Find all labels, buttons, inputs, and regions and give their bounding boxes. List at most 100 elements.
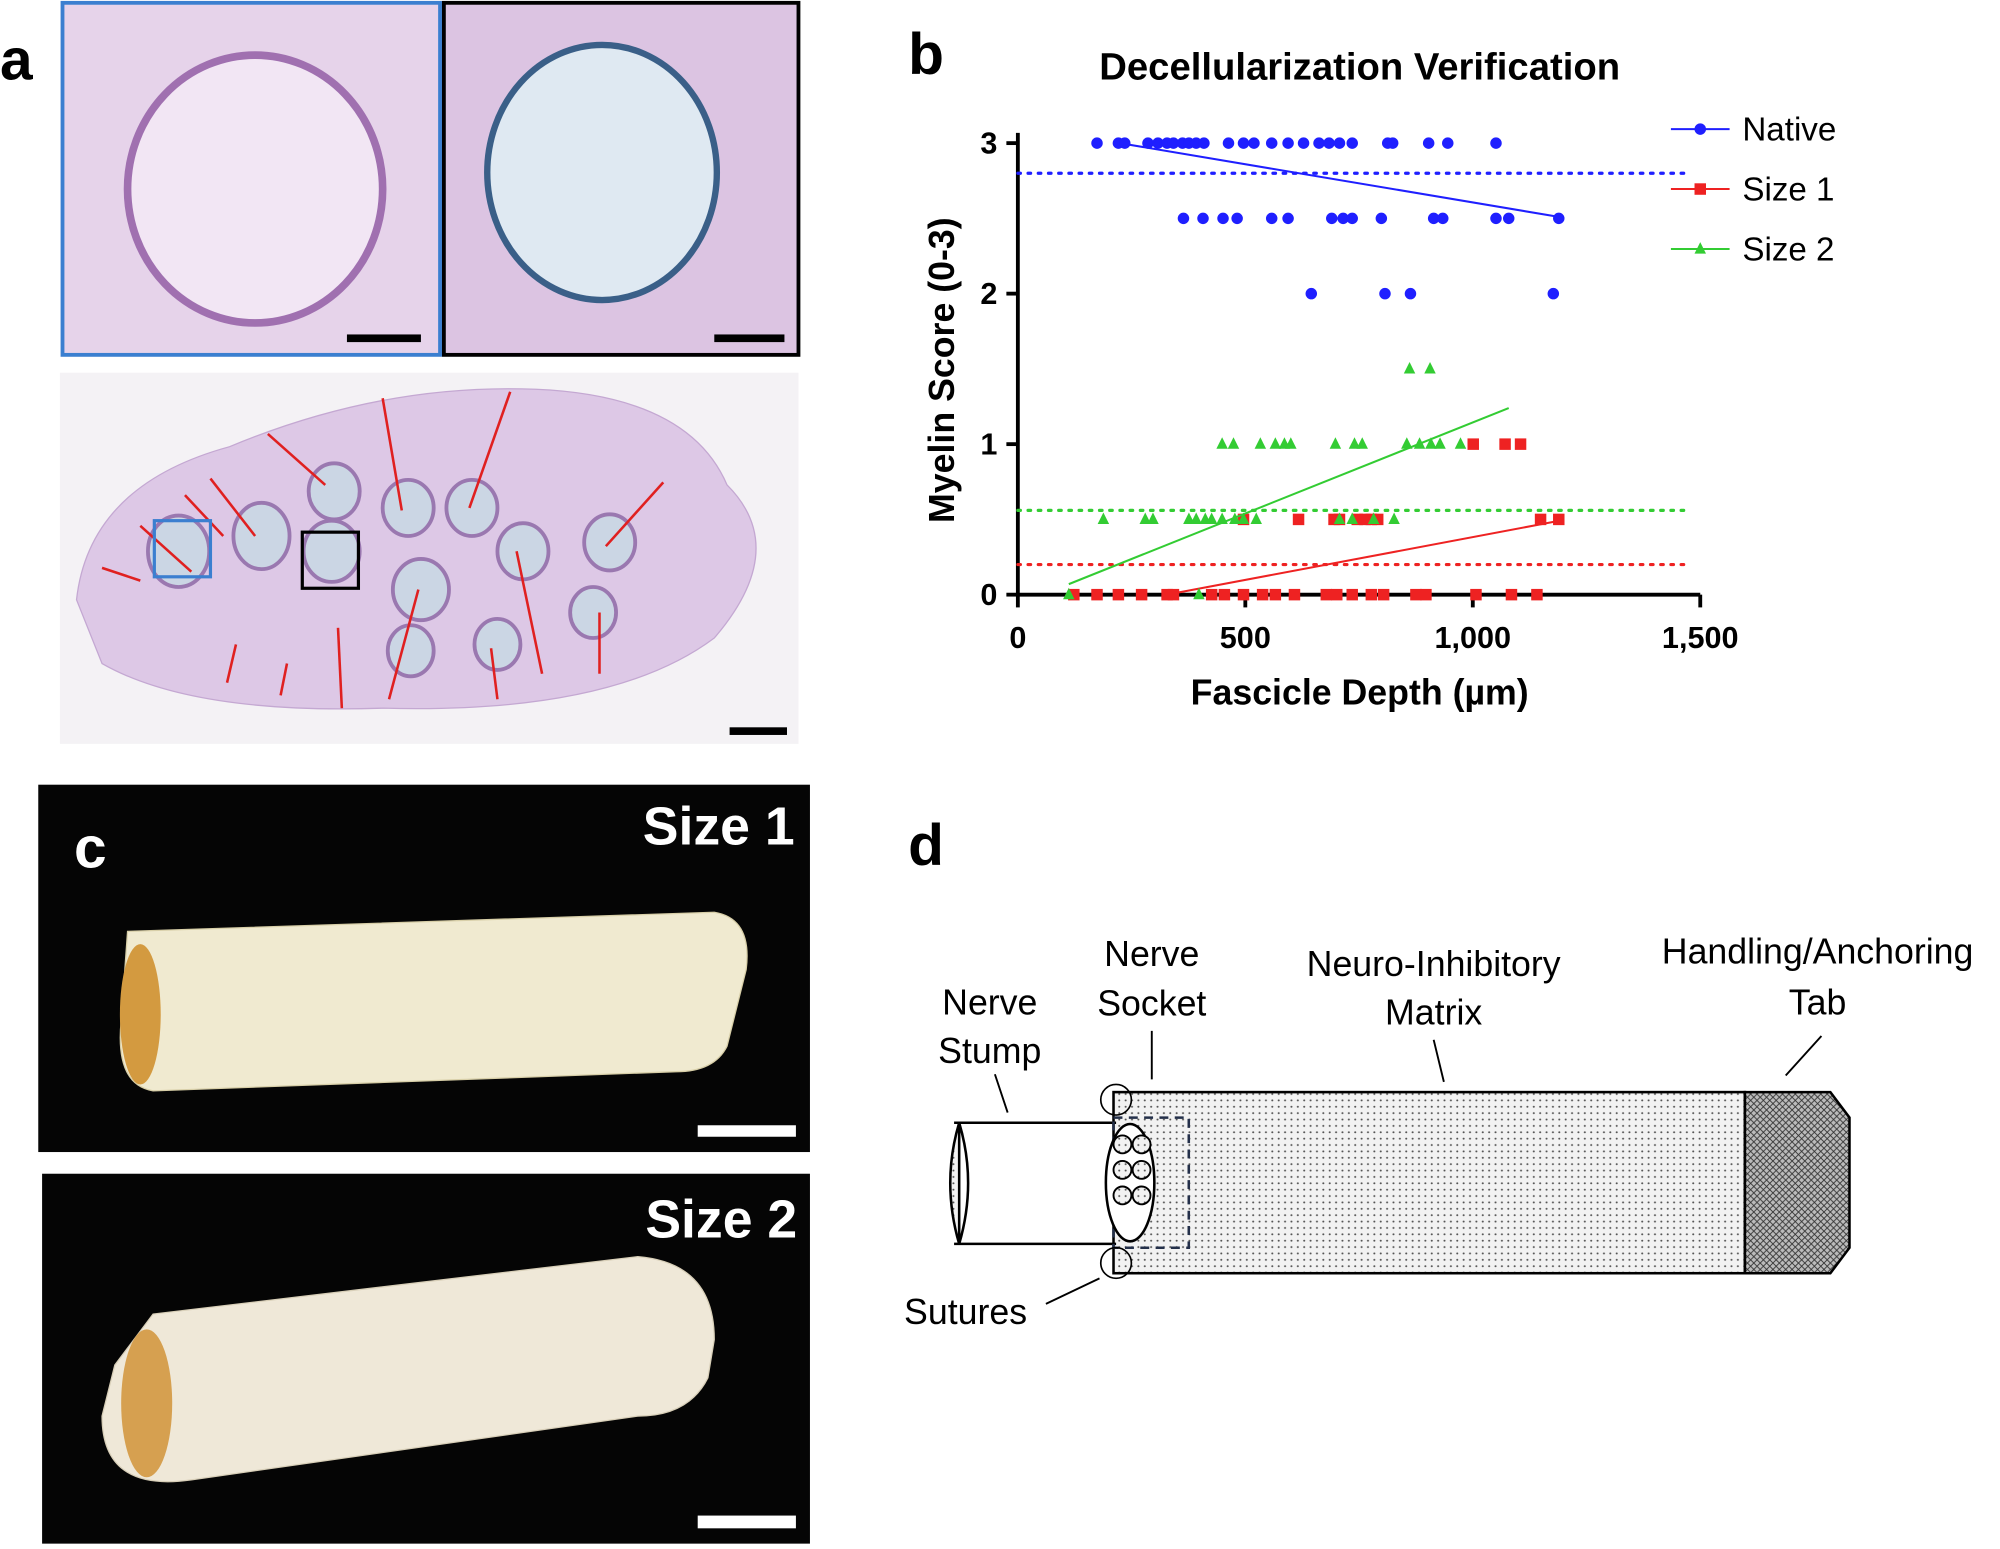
- point: [1227, 437, 1240, 449]
- point: [1375, 212, 1388, 225]
- point: [1222, 137, 1235, 149]
- point: [1534, 513, 1547, 526]
- trend-line: [1166, 519, 1559, 596]
- label: Stump: [938, 1031, 1041, 1071]
- point: [1490, 137, 1502, 149]
- legend-marker: [1694, 183, 1706, 195]
- point: [1177, 212, 1190, 225]
- panel-d: [948, 1030, 1851, 1305]
- x-axis-label: Fascicle Depth (µm): [1191, 672, 1529, 712]
- point: [1161, 588, 1173, 601]
- point: [1142, 137, 1154, 149]
- point: [1331, 588, 1343, 601]
- point: [1531, 588, 1543, 601]
- label: Tab: [1789, 982, 1847, 1022]
- scale-bar: [697, 1125, 796, 1137]
- point: [1346, 588, 1358, 601]
- y-tick-label: 3: [980, 126, 997, 160]
- point: [1502, 212, 1515, 225]
- point: [1329, 437, 1342, 449]
- point: [1326, 212, 1338, 225]
- point: [1097, 512, 1110, 524]
- y-tick-label: 0: [980, 578, 997, 612]
- label: Neuro-Inhibitory: [1307, 944, 1561, 984]
- point: [1112, 588, 1125, 601]
- point: [1346, 512, 1358, 524]
- scale-bar: [697, 1515, 796, 1529]
- label: Nerve: [942, 982, 1037, 1022]
- point: [1410, 588, 1422, 601]
- trend-line: [1068, 407, 1510, 586]
- point: [1420, 588, 1432, 601]
- fascicle: [484, 41, 721, 304]
- label: Handling/Anchoring: [1662, 931, 1974, 971]
- point: [1365, 588, 1378, 601]
- point: [1367, 512, 1380, 524]
- point: [1063, 587, 1075, 600]
- point: [1183, 512, 1195, 524]
- scale-bar: [714, 334, 785, 343]
- point: [1499, 438, 1511, 450]
- point: [1217, 212, 1229, 225]
- point: [1193, 587, 1205, 600]
- point: [1198, 137, 1210, 149]
- point: [1237, 137, 1250, 149]
- point: [1237, 588, 1250, 601]
- point: [1454, 437, 1467, 449]
- point: [1442, 137, 1454, 149]
- point: [1437, 212, 1449, 225]
- graft-end: [119, 944, 161, 1085]
- point: [1401, 437, 1413, 449]
- point: [1403, 362, 1416, 374]
- inset-marker: [152, 519, 213, 579]
- scale-bar: [729, 727, 787, 735]
- point: [1547, 287, 1560, 300]
- fascicles: [146, 461, 638, 679]
- point: [1427, 212, 1440, 225]
- photo-label: Size 2: [645, 1191, 797, 1250]
- point: [1424, 362, 1436, 374]
- point: [1205, 512, 1218, 524]
- point: [1404, 287, 1417, 300]
- point: [1292, 513, 1305, 526]
- point: [1356, 437, 1368, 449]
- scale-bar: [346, 334, 421, 343]
- point: [1152, 137, 1164, 149]
- x-tick-label: 1,500: [1662, 621, 1739, 655]
- point: [1218, 588, 1231, 601]
- x-tick-label: 0: [1009, 621, 1026, 655]
- point: [1553, 513, 1565, 526]
- point: [1147, 512, 1159, 524]
- label: Matrix: [1385, 993, 1482, 1033]
- legend-label: Native: [1742, 112, 1836, 149]
- point: [1514, 438, 1527, 450]
- x-tick-label: 1,000: [1434, 621, 1511, 655]
- label: Socket: [1097, 984, 1206, 1024]
- diagram-labels: Nerve Stump Nerve Socket Neuro-Inhibitor…: [904, 931, 1973, 1332]
- panel-a: [59, 0, 801, 744]
- panel-c: Size 1 Size 2: [38, 784, 810, 1544]
- point: [1320, 588, 1333, 601]
- panel-label: b: [908, 22, 944, 87]
- point: [1346, 212, 1358, 225]
- point: [1379, 287, 1391, 300]
- stump-end: [948, 1122, 961, 1245]
- point: [1305, 287, 1318, 300]
- point: [1490, 212, 1502, 225]
- point: [1254, 437, 1267, 449]
- point: [1288, 588, 1301, 601]
- point: [1297, 137, 1310, 149]
- fascicle: [123, 51, 387, 327]
- point: [1505, 588, 1518, 601]
- point: [1351, 513, 1363, 526]
- point: [1553, 212, 1565, 225]
- point: [1197, 212, 1209, 225]
- point: [1348, 437, 1361, 449]
- graft-photo: [119, 911, 748, 1092]
- point: [1229, 512, 1241, 524]
- point: [1248, 137, 1260, 149]
- point: [1190, 512, 1202, 524]
- point: [1388, 512, 1400, 524]
- point: [1285, 437, 1297, 449]
